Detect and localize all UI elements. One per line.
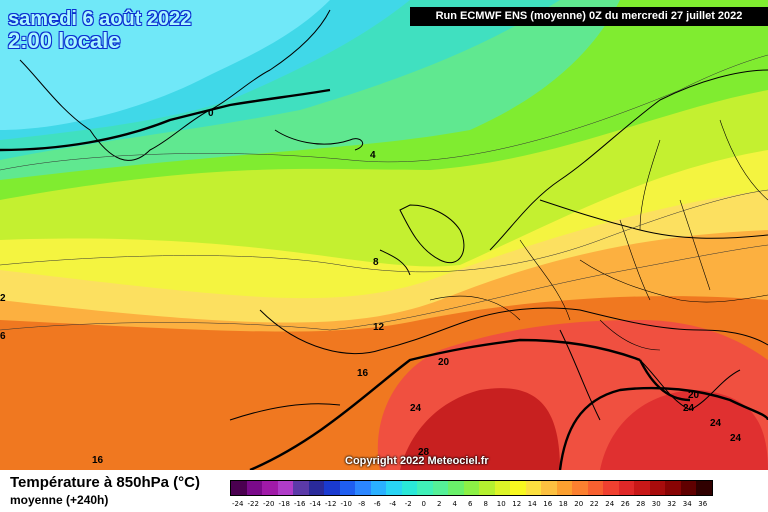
run-banner: Run ECMWF ENS (moyenne) 0Z du mercredi 2…	[410, 7, 768, 26]
color-swatch	[541, 481, 557, 495]
isotherm-lines-thin	[0, 54, 768, 331]
legend-title: Température à 850hPa (°C)	[10, 474, 200, 491]
isotherm-label: 24	[730, 433, 742, 444]
color-scale-tick: 4	[452, 500, 457, 508]
color-scale	[230, 480, 713, 496]
color-swatch	[649, 481, 665, 495]
color-scale-tick: 2	[437, 500, 442, 508]
isotherm-label: 24	[683, 403, 695, 414]
color-swatch	[324, 481, 340, 495]
legend-panel: Température à 850hPa (°C) moyenne (+240h…	[0, 470, 768, 512]
color-scale-tick: 22	[589, 500, 599, 508]
color-scale-tick: 16	[543, 500, 553, 508]
isotherm-label: 20	[438, 357, 450, 368]
color-scale-tick: 20	[574, 500, 584, 508]
color-swatch	[277, 481, 293, 495]
color-scale-ticks: -24 -22 -20 -18 -16 -14 -12 -10 -8 -6 -4 -2 0 2 4 6 8 10 1…	[230, 500, 710, 510]
color-scale-tick: 34	[682, 500, 692, 508]
legend-subtitle: moyenne (+240h)	[10, 493, 109, 507]
color-scale-tick: 12	[512, 500, 522, 508]
color-swatch	[572, 481, 588, 495]
isotherm-label: 28	[418, 447, 430, 458]
color-scale-tick: -10	[340, 500, 352, 508]
color-swatch	[386, 481, 402, 495]
color-swatch	[618, 481, 634, 495]
isotherm-label: 24	[410, 403, 422, 414]
isotherm-label: 12	[373, 322, 385, 333]
color-swatch	[448, 481, 464, 495]
color-swatch	[479, 481, 495, 495]
band-26	[400, 388, 560, 470]
color-scale-tick: -2	[404, 500, 412, 508]
color-scale-tick: -8	[358, 500, 366, 508]
color-scale-tick: 8	[483, 500, 488, 508]
color-scale-tick: 14	[527, 500, 537, 508]
color-scale-tick: 36	[698, 500, 708, 508]
isotherm-label: 16	[357, 368, 369, 379]
color-scale-tick: 18	[558, 500, 568, 508]
color-scale-tick: -22	[247, 500, 259, 508]
color-scale-tick: -24	[232, 500, 244, 508]
color-swatch	[696, 481, 712, 495]
isotherm-label: 0	[208, 108, 214, 119]
color-scale-tick: -18	[278, 500, 290, 508]
color-swatch	[231, 481, 247, 495]
isotherm-label: 16	[92, 455, 104, 466]
color-swatch	[417, 481, 433, 495]
color-swatch	[339, 481, 355, 495]
color-scale-tick: 30	[651, 500, 661, 508]
band-minus2	[0, 0, 330, 130]
isotherm-label: 20	[688, 390, 700, 401]
band-24-east	[600, 390, 768, 470]
color-scale-tick: -6	[373, 500, 381, 508]
isotherm-label: 8	[373, 257, 379, 268]
time-line: 2:00 locale	[8, 28, 121, 53]
map-canvas	[0, 0, 768, 470]
color-scale-tick: 10	[496, 500, 506, 508]
color-swatch	[401, 481, 417, 495]
color-swatch	[432, 481, 448, 495]
color-scale-tick: -4	[389, 500, 397, 508]
color-scale-tick: -16	[294, 500, 306, 508]
isotherm-label: 6	[0, 331, 6, 342]
color-scale-tick: 26	[620, 500, 630, 508]
color-swatch	[463, 481, 479, 495]
color-scale-tick: 28	[636, 500, 646, 508]
color-swatch	[355, 481, 371, 495]
color-swatch	[556, 481, 572, 495]
color-scale-tick: 6	[468, 500, 473, 508]
color-swatch	[525, 481, 541, 495]
country-borders	[429, 119, 768, 351]
color-swatch	[634, 481, 650, 495]
color-swatch	[603, 481, 619, 495]
color-swatch	[262, 481, 278, 495]
color-swatch	[665, 481, 681, 495]
color-scale-tick: 24	[605, 500, 615, 508]
forecast-date: samedi 6 août 2022 2:00 locale	[8, 8, 191, 52]
isotherm-label: 4	[370, 150, 376, 161]
color-swatch	[246, 481, 262, 495]
color-scale-tick: -12	[325, 500, 337, 508]
color-scale-tick: 0	[421, 500, 426, 508]
isotherm-lines-bold	[0, 88, 768, 470]
isotherm-label: 24	[710, 418, 722, 429]
date-line: samedi 6 août 2022	[8, 8, 192, 30]
color-swatch	[587, 481, 603, 495]
isotherm-label: 2	[0, 293, 6, 304]
color-swatch	[680, 481, 696, 495]
color-swatch	[293, 481, 309, 495]
color-scale-tick: 32	[667, 500, 677, 508]
color-scale-tick: -14	[309, 500, 321, 508]
temperature-map: samedi 6 août 2022 2:00 locale Run ECMWF…	[0, 0, 768, 470]
color-swatch	[370, 481, 386, 495]
color-scale-tick: -20	[263, 500, 275, 508]
color-swatch	[308, 481, 324, 495]
color-swatch	[494, 481, 510, 495]
color-swatch	[510, 481, 526, 495]
copyright: Copyright 2022 Meteociel.fr	[345, 455, 489, 467]
coastlines	[19, 9, 768, 421]
